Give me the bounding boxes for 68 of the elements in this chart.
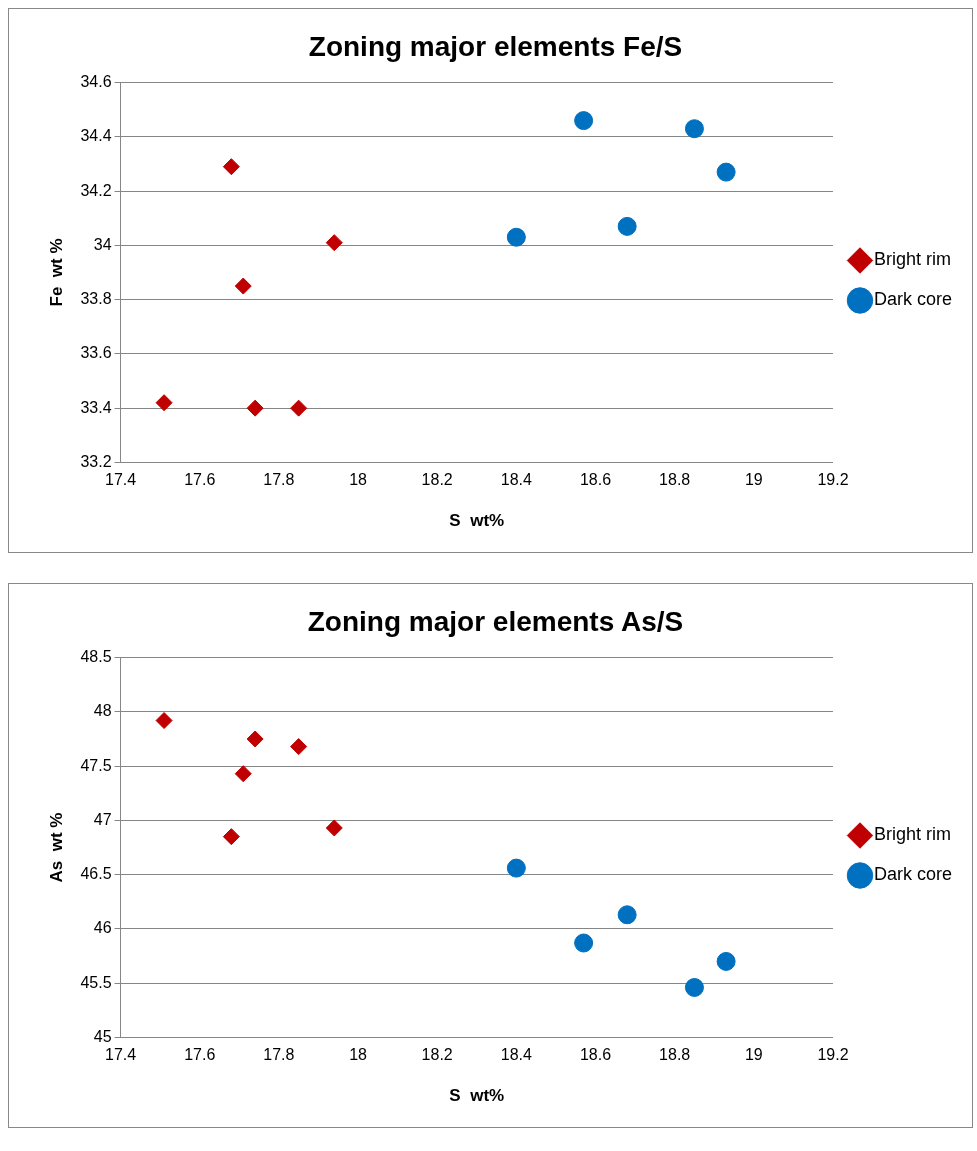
point [716, 951, 736, 971]
x-tick-label: 17.4 [104, 1046, 137, 1064]
point [325, 819, 343, 837]
point [506, 858, 526, 878]
legend-label: Dark core [873, 289, 953, 310]
y-tick-label: 46.5 [80, 865, 112, 883]
x-tick-label: 17.8 [263, 1046, 295, 1064]
y-tick-label: 33.8 [80, 290, 112, 308]
x-tick-label: 17.6 [184, 471, 216, 489]
x-axis-title: S wt% [449, 511, 505, 531]
point [684, 977, 704, 997]
x-tick-label: 19.2 [817, 1046, 849, 1064]
point [234, 277, 252, 295]
y-tick-label: 47 [93, 810, 112, 828]
point [716, 162, 736, 182]
y-tick-label: 34.6 [80, 73, 112, 91]
x-tick-label: 18 [349, 1046, 368, 1064]
point [222, 828, 240, 846]
point [617, 905, 637, 925]
x-tick-label: 18.4 [500, 471, 533, 489]
chart-title: Zoning major elements Fe/S [308, 30, 683, 62]
x-tick-label: 17.6 [184, 1046, 216, 1064]
x-tick-label: 17.4 [104, 471, 137, 489]
legend-label: Dark core [873, 864, 953, 885]
point [506, 227, 526, 247]
y-tick-label: 48 [93, 702, 112, 720]
x-tick-label: 18.8 [659, 1046, 691, 1064]
point [290, 399, 308, 417]
chart-title: Zoning major elements As/S [307, 605, 684, 637]
x-axis-title: S wt% [449, 1086, 505, 1106]
point [684, 119, 704, 139]
point [234, 765, 252, 783]
y-tick-label: 46 [93, 919, 112, 937]
point [290, 738, 308, 756]
y-tick-label: 47.5 [80, 756, 112, 774]
point [155, 712, 173, 730]
y-tick-label: 33.2 [80, 452, 112, 470]
x-tick-label: 18.8 [659, 471, 691, 489]
y-tick-label: 33.4 [80, 398, 112, 416]
x-tick-label: 18.6 [579, 1046, 612, 1064]
x-tick-label: 18 [349, 471, 368, 489]
y-tick-label: 48.5 [80, 648, 112, 666]
legend-label: Bright rim [873, 824, 951, 845]
legend-label: Bright rim [873, 249, 951, 270]
y-tick-label: 34.4 [80, 127, 112, 145]
point [246, 730, 264, 748]
x-tick-label: 18.6 [579, 471, 612, 489]
point [617, 216, 637, 236]
x-tick-label: 18.2 [421, 471, 453, 489]
point [222, 158, 240, 176]
y-axis-title: As wt % [46, 812, 66, 883]
y-tick-label: 34.2 [80, 181, 112, 199]
point [325, 234, 343, 252]
y-tick-label: 34 [93, 235, 112, 253]
point [155, 394, 173, 412]
y-axis-title: Fe wt % [46, 238, 66, 307]
x-tick-label: 18.4 [500, 1046, 533, 1064]
y-tick-label: 33.6 [80, 344, 112, 362]
x-tick-label: 17.8 [263, 471, 295, 489]
point [574, 933, 594, 953]
x-tick-label: 19 [744, 471, 763, 489]
point [574, 111, 594, 131]
y-tick-label: 45.5 [80, 973, 112, 991]
point [246, 399, 264, 417]
y-tick-label: 45 [93, 1027, 112, 1045]
x-tick-label: 19 [744, 1046, 763, 1064]
x-tick-label: 19.2 [817, 471, 849, 489]
x-tick-label: 18.2 [421, 1046, 453, 1064]
